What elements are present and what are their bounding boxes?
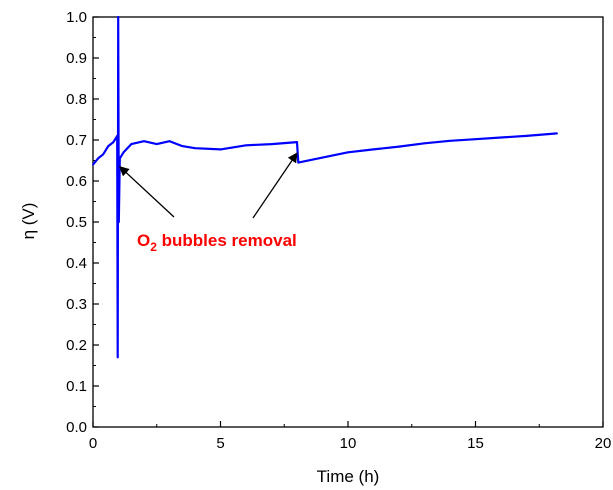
data-point bbox=[143, 140, 145, 143]
data-point bbox=[245, 144, 247, 147]
annotation-arrow bbox=[119, 165, 175, 218]
y-axis-title: η (V) bbox=[19, 203, 38, 240]
data-point bbox=[168, 140, 171, 143]
x-tick-label: 5 bbox=[216, 435, 224, 452]
y-tick-label: 0.4 bbox=[66, 255, 87, 272]
data-point bbox=[398, 145, 400, 148]
data-point bbox=[181, 145, 184, 148]
data-point bbox=[92, 163, 94, 166]
x-tick-label: 15 bbox=[467, 435, 484, 452]
y-tick-label: 0.3 bbox=[66, 296, 87, 313]
data-point bbox=[296, 141, 298, 143]
annotation-rest-text: bubbles removal bbox=[157, 231, 297, 250]
data-point bbox=[194, 147, 196, 150]
data-point bbox=[474, 138, 477, 141]
y-tick-label: 1.0 bbox=[66, 9, 87, 26]
data-point bbox=[449, 139, 451, 142]
plot-frame bbox=[92, 16, 604, 428]
plot-border bbox=[92, 16, 604, 428]
y-tick-label: 0.5 bbox=[66, 214, 87, 231]
data-point bbox=[117, 221, 120, 223]
x-tick-label: 0 bbox=[89, 435, 97, 452]
series-line bbox=[92, 15, 558, 359]
annotation-group: O2 bubbles removal bbox=[119, 152, 298, 254]
annotation-label: O2 bubbles removal bbox=[137, 231, 297, 254]
y-tick-label: 0.6 bbox=[66, 173, 87, 190]
tick-labels: 0 5 10 15 20 0.0 0.1 0.2 0.3 0.4 0.5 0.6 0.7 0.8 0.9 1.… bbox=[66, 9, 611, 452]
data-point bbox=[112, 141, 115, 143]
y-tick-label: 0.0 bbox=[66, 419, 87, 436]
axis-ticks bbox=[92, 16, 604, 428]
data-point bbox=[117, 16, 120, 18]
data-point bbox=[116, 135, 119, 137]
y-tick-label: 0.1 bbox=[66, 378, 87, 395]
x-tick-label: 20 bbox=[595, 435, 612, 452]
annotation-main-text: O bbox=[137, 231, 150, 250]
data-point bbox=[525, 135, 528, 137]
x-tick-label: 10 bbox=[340, 435, 357, 452]
data-point bbox=[118, 157, 121, 160]
x-axis-title: Time (h) bbox=[317, 467, 380, 486]
data-point bbox=[500, 136, 502, 139]
data-point bbox=[270, 143, 273, 146]
y-tick-label: 0.9 bbox=[66, 50, 87, 67]
data-point bbox=[122, 151, 125, 154]
y-tick-label: 0.8 bbox=[66, 91, 87, 108]
data-point bbox=[97, 157, 99, 160]
y-tick-label: 0.7 bbox=[66, 132, 87, 149]
data-point bbox=[219, 148, 222, 151]
data-point bbox=[347, 151, 349, 154]
data-point bbox=[297, 161, 300, 164]
annotation-subscript: 2 bbox=[150, 240, 157, 254]
data-point bbox=[116, 356, 119, 359]
data-point bbox=[423, 142, 426, 145]
y-tick-label: 0.2 bbox=[66, 337, 87, 354]
data-point bbox=[372, 148, 375, 151]
data-point bbox=[321, 156, 324, 159]
data-point bbox=[102, 153, 105, 156]
data-point bbox=[130, 143, 133, 146]
data-point bbox=[556, 132, 558, 135]
data-point bbox=[155, 143, 158, 146]
data-point bbox=[107, 145, 110, 148]
series-group bbox=[92, 15, 558, 359]
data-point bbox=[115, 137, 117, 139]
annotation-arrow bbox=[252, 152, 298, 219]
